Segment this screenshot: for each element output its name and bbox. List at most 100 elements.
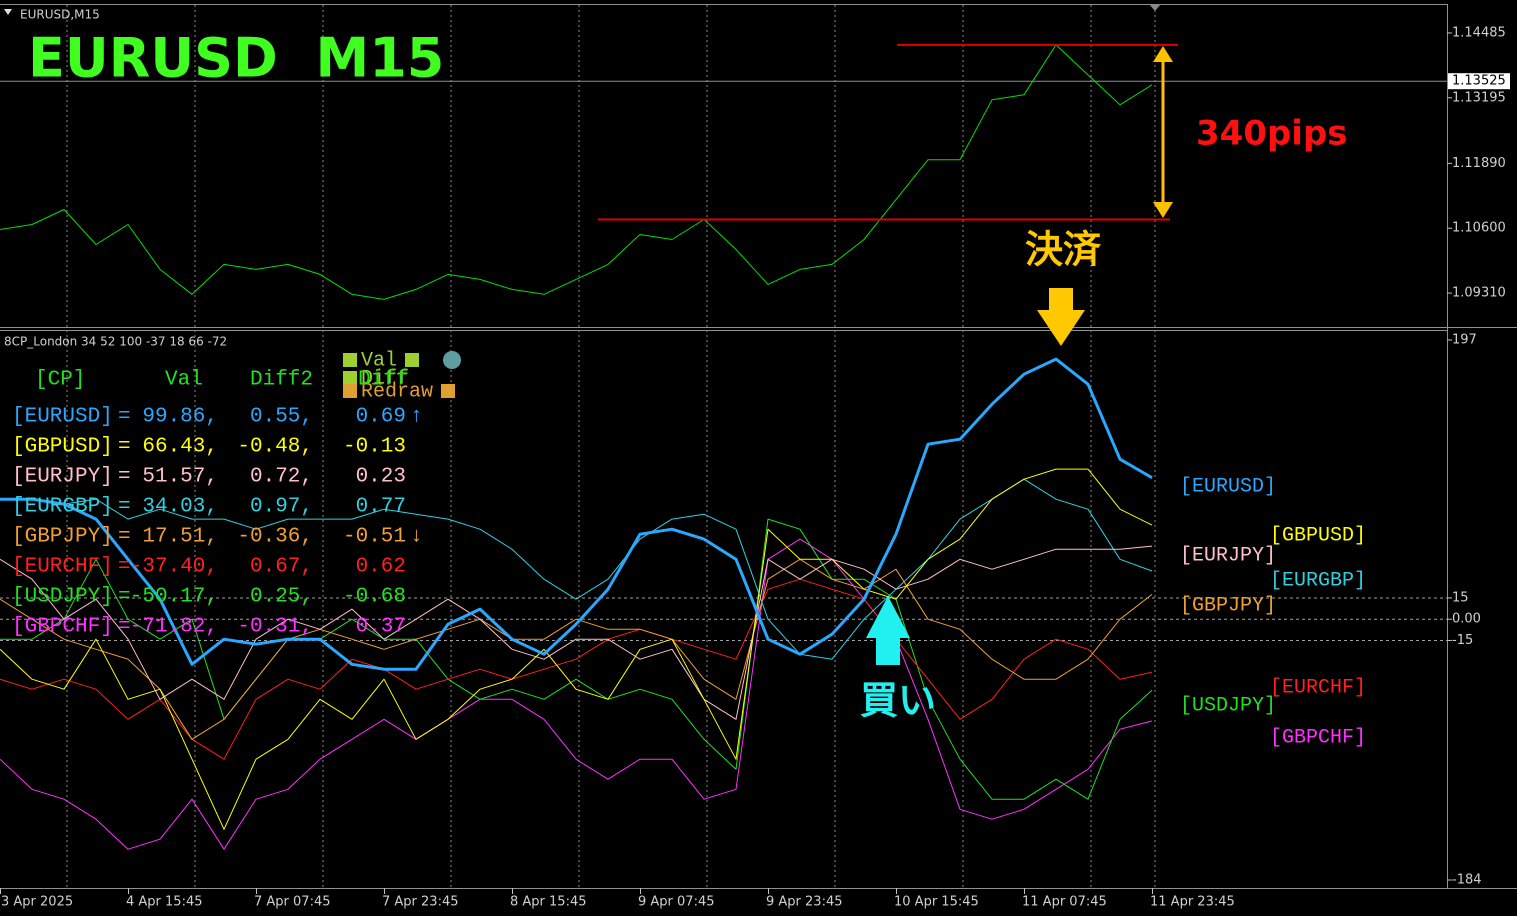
series-line [0,357,1153,671]
table-cell: = [118,586,131,609]
table-cell: = [118,616,131,639]
y-tick-label: 1.09310 [1452,286,1506,301]
table-name: [EURCHF] [12,556,113,579]
table-name: [EURJPY] [12,466,113,489]
x-tick-label: 3 Apr 2025 [1,895,73,910]
x-tick-label: 10 Apr 15:45 [894,895,979,910]
y-tick-label: 1.10600 [1452,221,1506,236]
table-cell: -0.51 [343,526,406,549]
legend-label: [GBPCHF] [1270,726,1366,749]
series-line [0,518,1153,800]
table-header: [CP] [35,369,85,392]
y-tick-label: 1.11890 [1452,156,1506,171]
vertical-grid [66,5,1156,888]
big-title: EURUSD M15 [28,27,444,90]
table-cell: 0.55, [250,406,313,429]
x-tick-label: 7 Apr 23:45 [382,895,459,910]
shift-marker [1149,4,1161,11]
table-cell: = [118,526,131,549]
x-tick-label: 4 Apr 15:45 [126,895,203,910]
legend-square [441,384,455,398]
table-header: Val [165,369,203,392]
y-tick-label: 1.13195 [1452,90,1506,105]
table-cell: 66.43, [142,436,218,459]
table-cell: -0.31, [237,616,313,639]
table-name: [GBPJPY] [12,526,113,549]
legend-item: Redraw [361,380,433,403]
legend-label: [GBPJPY] [1180,594,1276,617]
table-header: Diff [358,369,408,392]
table-cell: 0.67, [250,556,313,579]
legend-square [343,384,357,398]
table-cell: 0.37 [356,616,406,639]
legend-label: [USDJPY] [1180,694,1276,717]
table-cell: -0.68 [343,586,406,609]
y-tick-label: 197 [1452,333,1477,348]
table-cell: -0.36, [237,526,313,549]
legend-label: [EURGBP] [1270,569,1366,592]
frame [0,4,1517,889]
table-cell: -0.48, [237,436,313,459]
table-cell: ↑ [410,406,423,429]
series-line [0,478,1153,660]
table-cell: 0.23 [356,466,406,489]
buy-label: 買い [860,679,936,723]
indicator-title: 8CP_London 34 52 100 -37 18 66 -72 [4,335,227,349]
table-cell: 0.69 [356,406,406,429]
series-line [0,558,1153,740]
table-cell: = [118,436,131,459]
x-tick-label: 11 Apr 07:45 [1022,895,1107,910]
table-cell: 0.77 [356,496,406,519]
table-cell: = [118,466,131,489]
table-cell: 17.51, [142,526,218,549]
menu-triangle [4,9,12,15]
y-tick-label: -184 [1452,873,1482,888]
table-name: [GBPCHF] [12,616,113,639]
overlay: [EURUSD][GBPUSD][EURJPY][EURGBP][GBPJPY]… [12,43,1366,749]
table-name: [EURGBP] [12,496,113,519]
table-cell: 0.25, [250,586,313,609]
legend-label: [EURUSD] [1180,475,1276,498]
table-name: [GBPUSD] [12,436,113,459]
legend-square [405,353,419,367]
series-line [0,468,1153,830]
x-tick-label: 8 Apr 15:45 [510,895,587,910]
y-tick-label: 0.00 [1452,612,1481,627]
table-name: [EURUSD] [12,406,113,429]
last-price-label: 1.13525 [1452,74,1506,89]
last-price-box [1448,73,1510,90]
buy-arrow [866,596,910,665]
x-tick-label: 9 Apr 07:45 [638,895,715,910]
legend-item: Diff [361,367,409,390]
series-line [0,538,1153,850]
legend-item: Val [361,349,397,372]
legend-label: [EURCHF] [1270,676,1366,699]
x-tick-label: 11 Apr 23:45 [1150,895,1235,910]
table-cell: 51.57, [142,466,218,489]
table-cell: 34.03, [142,496,218,519]
series-line [0,44,1153,300]
table-cell: 0.62 [356,556,406,579]
y-tick-label: -15 [1452,633,1473,648]
legend-label: [EURJPY] [1180,544,1276,567]
table-name: [USDJPY] [12,586,113,609]
table-header: Diff2 [250,369,313,392]
legend-label: [GBPUSD] [1270,524,1366,547]
plots: 1.14485 1.13195 1.11890 1.10600 1.09310 1.135… [0,25,1510,910]
y-tick-label: 15 [1452,590,1469,605]
range-arrow-head [1153,202,1173,218]
legend-dot [443,351,461,369]
x-tick-label: 9 Apr 23:45 [766,895,843,910]
series-line [0,545,1153,720]
close-arrow [1037,288,1085,346]
legend-square [343,371,357,385]
table-cell: ↓ [410,526,423,549]
y-tick-label: 1.14485 [1452,25,1506,40]
range-arrow-head [1153,46,1173,62]
range-label: 340pips [1196,114,1348,154]
table-cell: = [118,496,131,519]
table-cell: = [118,556,131,579]
close-label: 決済 [1025,228,1102,272]
